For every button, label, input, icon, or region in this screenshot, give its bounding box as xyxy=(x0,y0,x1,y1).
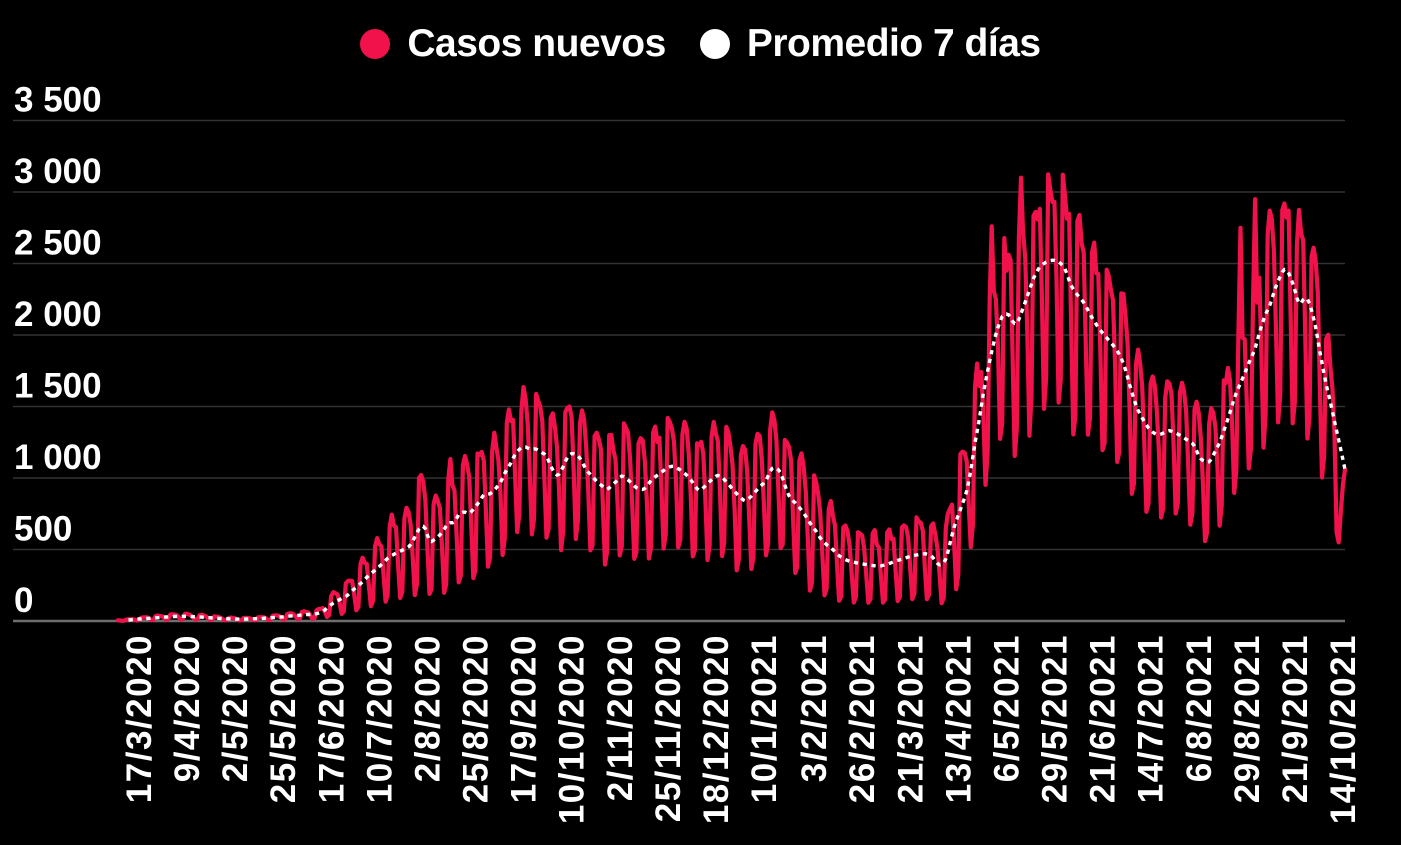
legend-dot-casos-nuevos-icon xyxy=(360,28,391,59)
x-tick-label: 2/11/2020 xyxy=(601,634,640,801)
x-tick-label: 17/3/2020 xyxy=(120,634,159,803)
y-tick-label: 3 000 xyxy=(14,152,102,191)
x-tick-label: 14/10/2021 xyxy=(1324,634,1363,824)
x-tick-label: 21/3/2021 xyxy=(891,634,930,803)
x-tick-label: 21/9/2021 xyxy=(1276,634,1315,803)
legend: Casos nuevos Promedio 7 días xyxy=(0,24,1401,63)
x-tick-label: 14/7/2021 xyxy=(1132,634,1171,803)
x-tick-label: 2/8/2020 xyxy=(408,634,447,782)
x-tick-label: 25/11/2020 xyxy=(649,634,688,822)
x-tick-label: 10/7/2020 xyxy=(360,634,399,803)
x-tick-label: 2/5/2020 xyxy=(216,634,255,782)
y-tick-label: 0 xyxy=(14,581,33,620)
legend-item-casos-nuevos[interactable]: Casos nuevos xyxy=(360,22,666,65)
y-tick-label: 2 000 xyxy=(14,295,102,334)
x-tick-label: 25/8/2020 xyxy=(457,634,496,803)
x-tick-label: 25/5/2020 xyxy=(264,634,303,803)
legend-label-promedio-7-dias: Promedio 7 días xyxy=(746,22,1041,65)
x-tick-label: 21/6/2021 xyxy=(1084,634,1123,803)
x-tick-label: 18/12/2020 xyxy=(697,634,736,824)
x-tick-label: 17/9/2020 xyxy=(505,634,544,803)
x-tick-label: 6/8/2021 xyxy=(1180,634,1219,782)
x-tick-label: 6/5/2021 xyxy=(987,634,1026,782)
y-tick-label: 1 500 xyxy=(14,367,102,406)
x-tick-label: 29/8/2021 xyxy=(1228,634,1267,803)
y-tick-label: 1 000 xyxy=(14,438,102,477)
legend-label-casos-nuevos: Casos nuevos xyxy=(407,22,666,65)
legend-dot-promedio-7-dias-icon xyxy=(699,28,730,59)
series-casos-nuevos-line xyxy=(115,172,1348,623)
x-tick-label: 29/5/2021 xyxy=(1036,634,1075,803)
series-promedio-7-dias-line xyxy=(128,258,1347,622)
x-tick-label: 13/4/2021 xyxy=(939,634,978,803)
x-tick-label: 9/4/2020 xyxy=(168,634,207,782)
x-tick-label: 17/6/2020 xyxy=(312,634,351,803)
x-tick-label: 10/10/2020 xyxy=(553,634,592,824)
x-tick-label: 10/1/2021 xyxy=(745,634,784,803)
y-tick-label: 500 xyxy=(14,510,72,549)
x-tick-label: 3/2/2021 xyxy=(795,634,834,782)
y-tick-label: 2 500 xyxy=(14,224,102,263)
legend-item-promedio-7-dias[interactable]: Promedio 7 días xyxy=(699,22,1041,65)
y-tick-label: 3 500 xyxy=(14,81,102,120)
x-tick-label: 26/2/2021 xyxy=(843,634,882,803)
